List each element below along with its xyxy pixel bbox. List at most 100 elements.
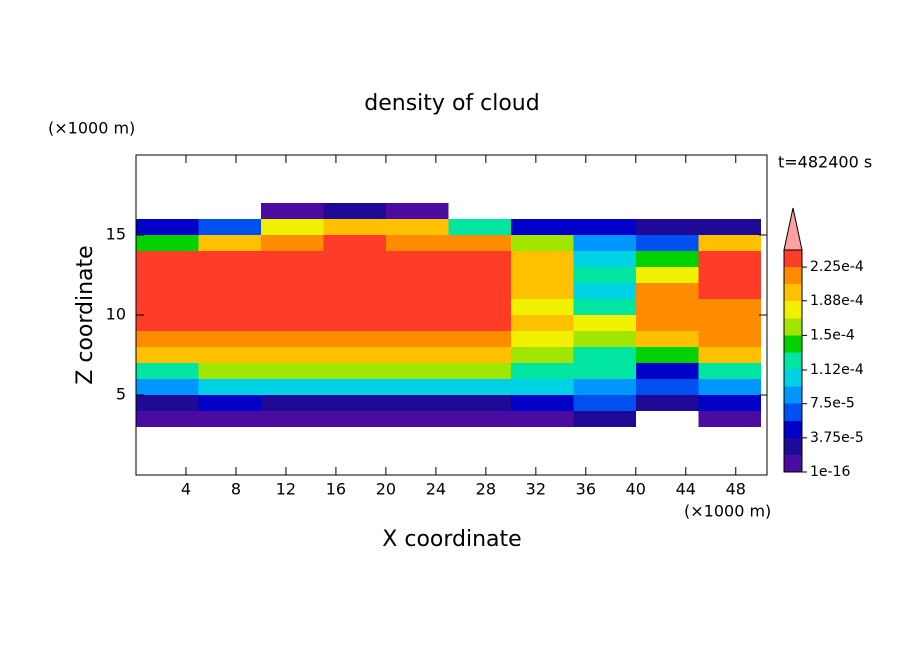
cell <box>698 347 761 363</box>
cell <box>136 299 199 315</box>
colorbar-band <box>784 335 802 353</box>
cell <box>385 347 449 363</box>
cell <box>573 379 636 395</box>
x-tick-label: 16 <box>326 480 346 499</box>
cell <box>573 219 636 235</box>
cell <box>260 235 324 251</box>
cell <box>323 411 386 427</box>
cell <box>260 315 324 331</box>
cell <box>698 283 761 299</box>
cell <box>448 347 511 363</box>
cell <box>573 363 636 379</box>
cell <box>198 411 261 427</box>
cell <box>635 251 699 267</box>
cell <box>385 219 449 235</box>
cell <box>385 203 449 219</box>
cell <box>698 395 761 411</box>
cell <box>136 235 199 251</box>
cell <box>510 315 574 331</box>
cell <box>510 235 574 251</box>
cell <box>260 219 324 235</box>
colorbar-band <box>784 454 802 472</box>
cell <box>698 331 761 347</box>
colorbar-tick-label: 7.5e-5 <box>810 396 855 412</box>
colorbar-band <box>784 352 802 370</box>
cell <box>510 347 574 363</box>
cell <box>198 299 261 315</box>
colorbar-tick-label: 1.88e-4 <box>810 293 864 309</box>
cell <box>698 315 761 331</box>
cell <box>448 299 511 315</box>
cell <box>323 251 386 267</box>
cell <box>323 235 386 251</box>
cell <box>573 411 636 427</box>
colorbar-band <box>784 318 802 336</box>
annotation: t=482400 s <box>778 153 872 172</box>
cell <box>385 331 449 347</box>
cell <box>136 395 199 411</box>
cell <box>510 363 574 379</box>
cell <box>698 363 761 379</box>
cell <box>698 219 761 235</box>
cell <box>260 283 324 299</box>
y-tick-label: 10 <box>106 305 126 324</box>
cell <box>136 379 199 395</box>
cell <box>260 299 324 315</box>
cell <box>385 379 449 395</box>
cell <box>510 411 574 427</box>
y-unit: (×1000 m) <box>48 119 135 138</box>
y-axis-label: Z coordinate <box>73 245 98 384</box>
cell <box>573 283 636 299</box>
cell <box>698 251 761 267</box>
cell <box>136 219 199 235</box>
colorbar-band <box>784 403 802 421</box>
chart-title: density of cloud <box>364 91 539 116</box>
cell <box>635 267 699 283</box>
cell <box>323 363 386 379</box>
cell <box>448 411 511 427</box>
cell <box>573 235 636 251</box>
cell <box>698 267 761 283</box>
cell <box>385 315 449 331</box>
cell <box>635 395 699 411</box>
cell <box>635 283 699 299</box>
cell <box>323 347 386 363</box>
x-tick-label: 8 <box>231 480 241 499</box>
cell <box>323 395 386 411</box>
cell <box>510 395 574 411</box>
cell <box>260 267 324 283</box>
x-tick-label: 32 <box>526 480 546 499</box>
cell <box>573 331 636 347</box>
cell <box>385 395 449 411</box>
cell <box>448 379 511 395</box>
cell <box>635 331 699 347</box>
cell <box>260 363 324 379</box>
cell <box>260 347 324 363</box>
cell <box>698 299 761 315</box>
cell <box>573 347 636 363</box>
x-tick-label: 24 <box>426 480 446 499</box>
colorbar-over <box>783 207 803 251</box>
x-tick-label: 4 <box>181 480 191 499</box>
cell <box>385 299 449 315</box>
colorbar-band <box>784 284 802 302</box>
cell <box>260 331 324 347</box>
x-tick-label: 44 <box>676 480 696 499</box>
cell <box>198 283 261 299</box>
cell <box>448 251 511 267</box>
y-tick-label: 5 <box>116 385 126 404</box>
cell <box>198 235 261 251</box>
x-unit: (×1000 m) <box>684 502 771 521</box>
cell <box>323 283 386 299</box>
cell <box>323 267 386 283</box>
cell <box>136 267 199 283</box>
cell <box>385 235 449 251</box>
x-tick-label: 40 <box>626 480 646 499</box>
cell <box>198 219 261 235</box>
cell <box>698 379 761 395</box>
cell <box>136 251 199 267</box>
cell <box>510 283 574 299</box>
cell <box>510 267 574 283</box>
cell <box>323 203 386 219</box>
